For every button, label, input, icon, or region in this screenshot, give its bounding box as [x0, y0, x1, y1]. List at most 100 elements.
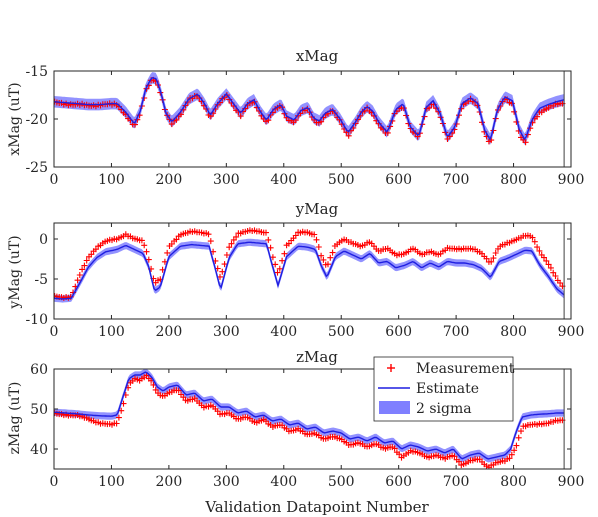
measurement-point	[534, 244, 541, 251]
legend: Measurement Estimate 2 sigma	[373, 356, 515, 422]
legend-swatch-2sigma	[379, 401, 410, 414]
x-tick-label-ymag: 600	[385, 324, 412, 340]
y-tick-label-xmag: -20	[25, 112, 48, 128]
x-tick-label-xmag: 300	[213, 172, 240, 188]
measurement-point	[513, 442, 520, 449]
measurement-point	[292, 232, 299, 239]
measurement-point	[396, 451, 403, 458]
measurement-point	[311, 231, 318, 238]
legend-marker-measurement	[387, 364, 395, 372]
measurement-point	[269, 254, 276, 261]
measurement-point	[207, 238, 214, 245]
measurement-point	[315, 244, 322, 250]
measurement-point	[557, 280, 564, 286]
legend-label-measurement: Measurement	[416, 361, 515, 377]
measurement-point	[152, 386, 159, 393]
measurement-point	[263, 229, 269, 236]
y-tick-label-ymag: -5	[34, 272, 48, 288]
measurement-point	[541, 254, 547, 261]
measurement-point	[451, 453, 458, 460]
x-axis-label: Validation Datapoint Number	[204, 498, 429, 516]
measurement-point	[74, 277, 81, 284]
measurement-point	[545, 261, 552, 268]
measurement-point	[81, 262, 88, 269]
panel-ymag-ylabel: yMag (uT)	[7, 235, 23, 309]
y-tick-label-zmag: 40	[30, 442, 48, 458]
panel-ymag-plot-area: 0 100 200 300 400 500 600 700 800 900 -10 -5 0	[25, 222, 584, 340]
x-tick-label-ymag: 0	[50, 324, 59, 340]
measurement-point	[279, 257, 286, 264]
measurement-point	[138, 237, 145, 244]
y-tick-label-zmag: 60	[30, 362, 48, 378]
x-tick-label-zmag: 300	[213, 474, 240, 490]
x-tick-label-zmag: 800	[500, 474, 527, 490]
x-tick-label-zmag: 0	[50, 474, 59, 490]
x-tick-label-zmag: 600	[385, 474, 412, 490]
measurement-point	[175, 387, 182, 394]
measurement-point	[214, 408, 221, 415]
measurement-point	[426, 104, 433, 111]
measurement-point	[173, 236, 180, 243]
measurement-point	[391, 445, 398, 452]
y-tick-label-ymag: -10	[25, 312, 48, 328]
measurement-point	[313, 236, 320, 243]
measurement-point	[490, 255, 497, 262]
x-tick-label-ymag: 100	[98, 324, 125, 340]
measurement-point	[536, 247, 543, 254]
measurement-point	[529, 234, 536, 241]
measurement-point	[318, 252, 325, 259]
x-tick-label-ymag: 500	[328, 324, 355, 340]
series-estimate-ymag	[54, 241, 565, 300]
x-tick-label-ymag: 400	[270, 324, 297, 340]
panel-zmag-ylabel: zMag (uT)	[7, 382, 23, 455]
x-tick-label-zmag: 700	[443, 474, 470, 490]
x-tick-label-xmag: 900	[558, 172, 585, 188]
measurement-point	[168, 121, 175, 128]
series-estimate-zmag	[54, 371, 565, 460]
x-tick-label-zmag: 100	[98, 474, 125, 490]
x-tick-label-ymag: 200	[156, 324, 183, 340]
x-tick-label-zmag: 400	[270, 474, 297, 490]
x-tick-label-xmag: 800	[500, 172, 527, 188]
panel-xmag: xMag xMag (uT) 0 100 200 300 400 500 600 700 800…	[7, 47, 584, 188]
y-tick-label-xmag: -25	[25, 160, 48, 176]
measurement-point	[143, 248, 150, 255]
measurement-point	[221, 261, 228, 268]
panel-zmag: zMag zMag (uT) 0 100 200 300 400 500 600 700 800…	[7, 348, 584, 490]
measurement-point	[272, 261, 279, 268]
measurement-point	[274, 269, 281, 276]
measurement-point	[276, 265, 283, 272]
measurement-point	[320, 256, 327, 263]
x-tick-label-xmag: 400	[270, 172, 297, 188]
y-tick-label-xmag: -15	[25, 64, 48, 80]
measurement-point	[281, 250, 288, 257]
x-tick-label-zmag: 500	[328, 474, 355, 490]
measurement-point	[550, 269, 557, 276]
measurement-point	[285, 240, 292, 247]
measurement-point	[145, 256, 152, 263]
panel-zmag-title: zMag	[296, 348, 338, 366]
x-tick-label-xmag: 600	[385, 172, 412, 188]
measurement-point	[219, 268, 226, 275]
measurement-point	[164, 249, 171, 256]
x-tick-label-xmag: 500	[328, 172, 355, 188]
measurement-point	[543, 257, 550, 264]
measurement-point	[456, 458, 462, 465]
measurement-point	[327, 254, 334, 261]
measurement-point	[511, 447, 518, 454]
x-tick-label-ymag: 700	[443, 324, 470, 340]
measurement-point	[79, 266, 86, 273]
x-tick-label-ymag: 300	[213, 324, 240, 340]
measurement-point	[488, 258, 495, 265]
x-tick-label-ymag: 800	[500, 324, 527, 340]
measurement-point	[150, 381, 157, 388]
measurement-point	[223, 252, 230, 258]
measurement-point	[88, 251, 95, 258]
panel-zmag-plot-area: 0 100 200 300 400 500 600 700 800 900 40 50 60	[30, 362, 584, 490]
y-tick-label-zmag: 50	[30, 402, 48, 418]
measurement-point	[492, 250, 499, 256]
measurement-point	[483, 255, 490, 262]
measurement-point	[506, 455, 513, 462]
measurement-point	[534, 113, 541, 120]
